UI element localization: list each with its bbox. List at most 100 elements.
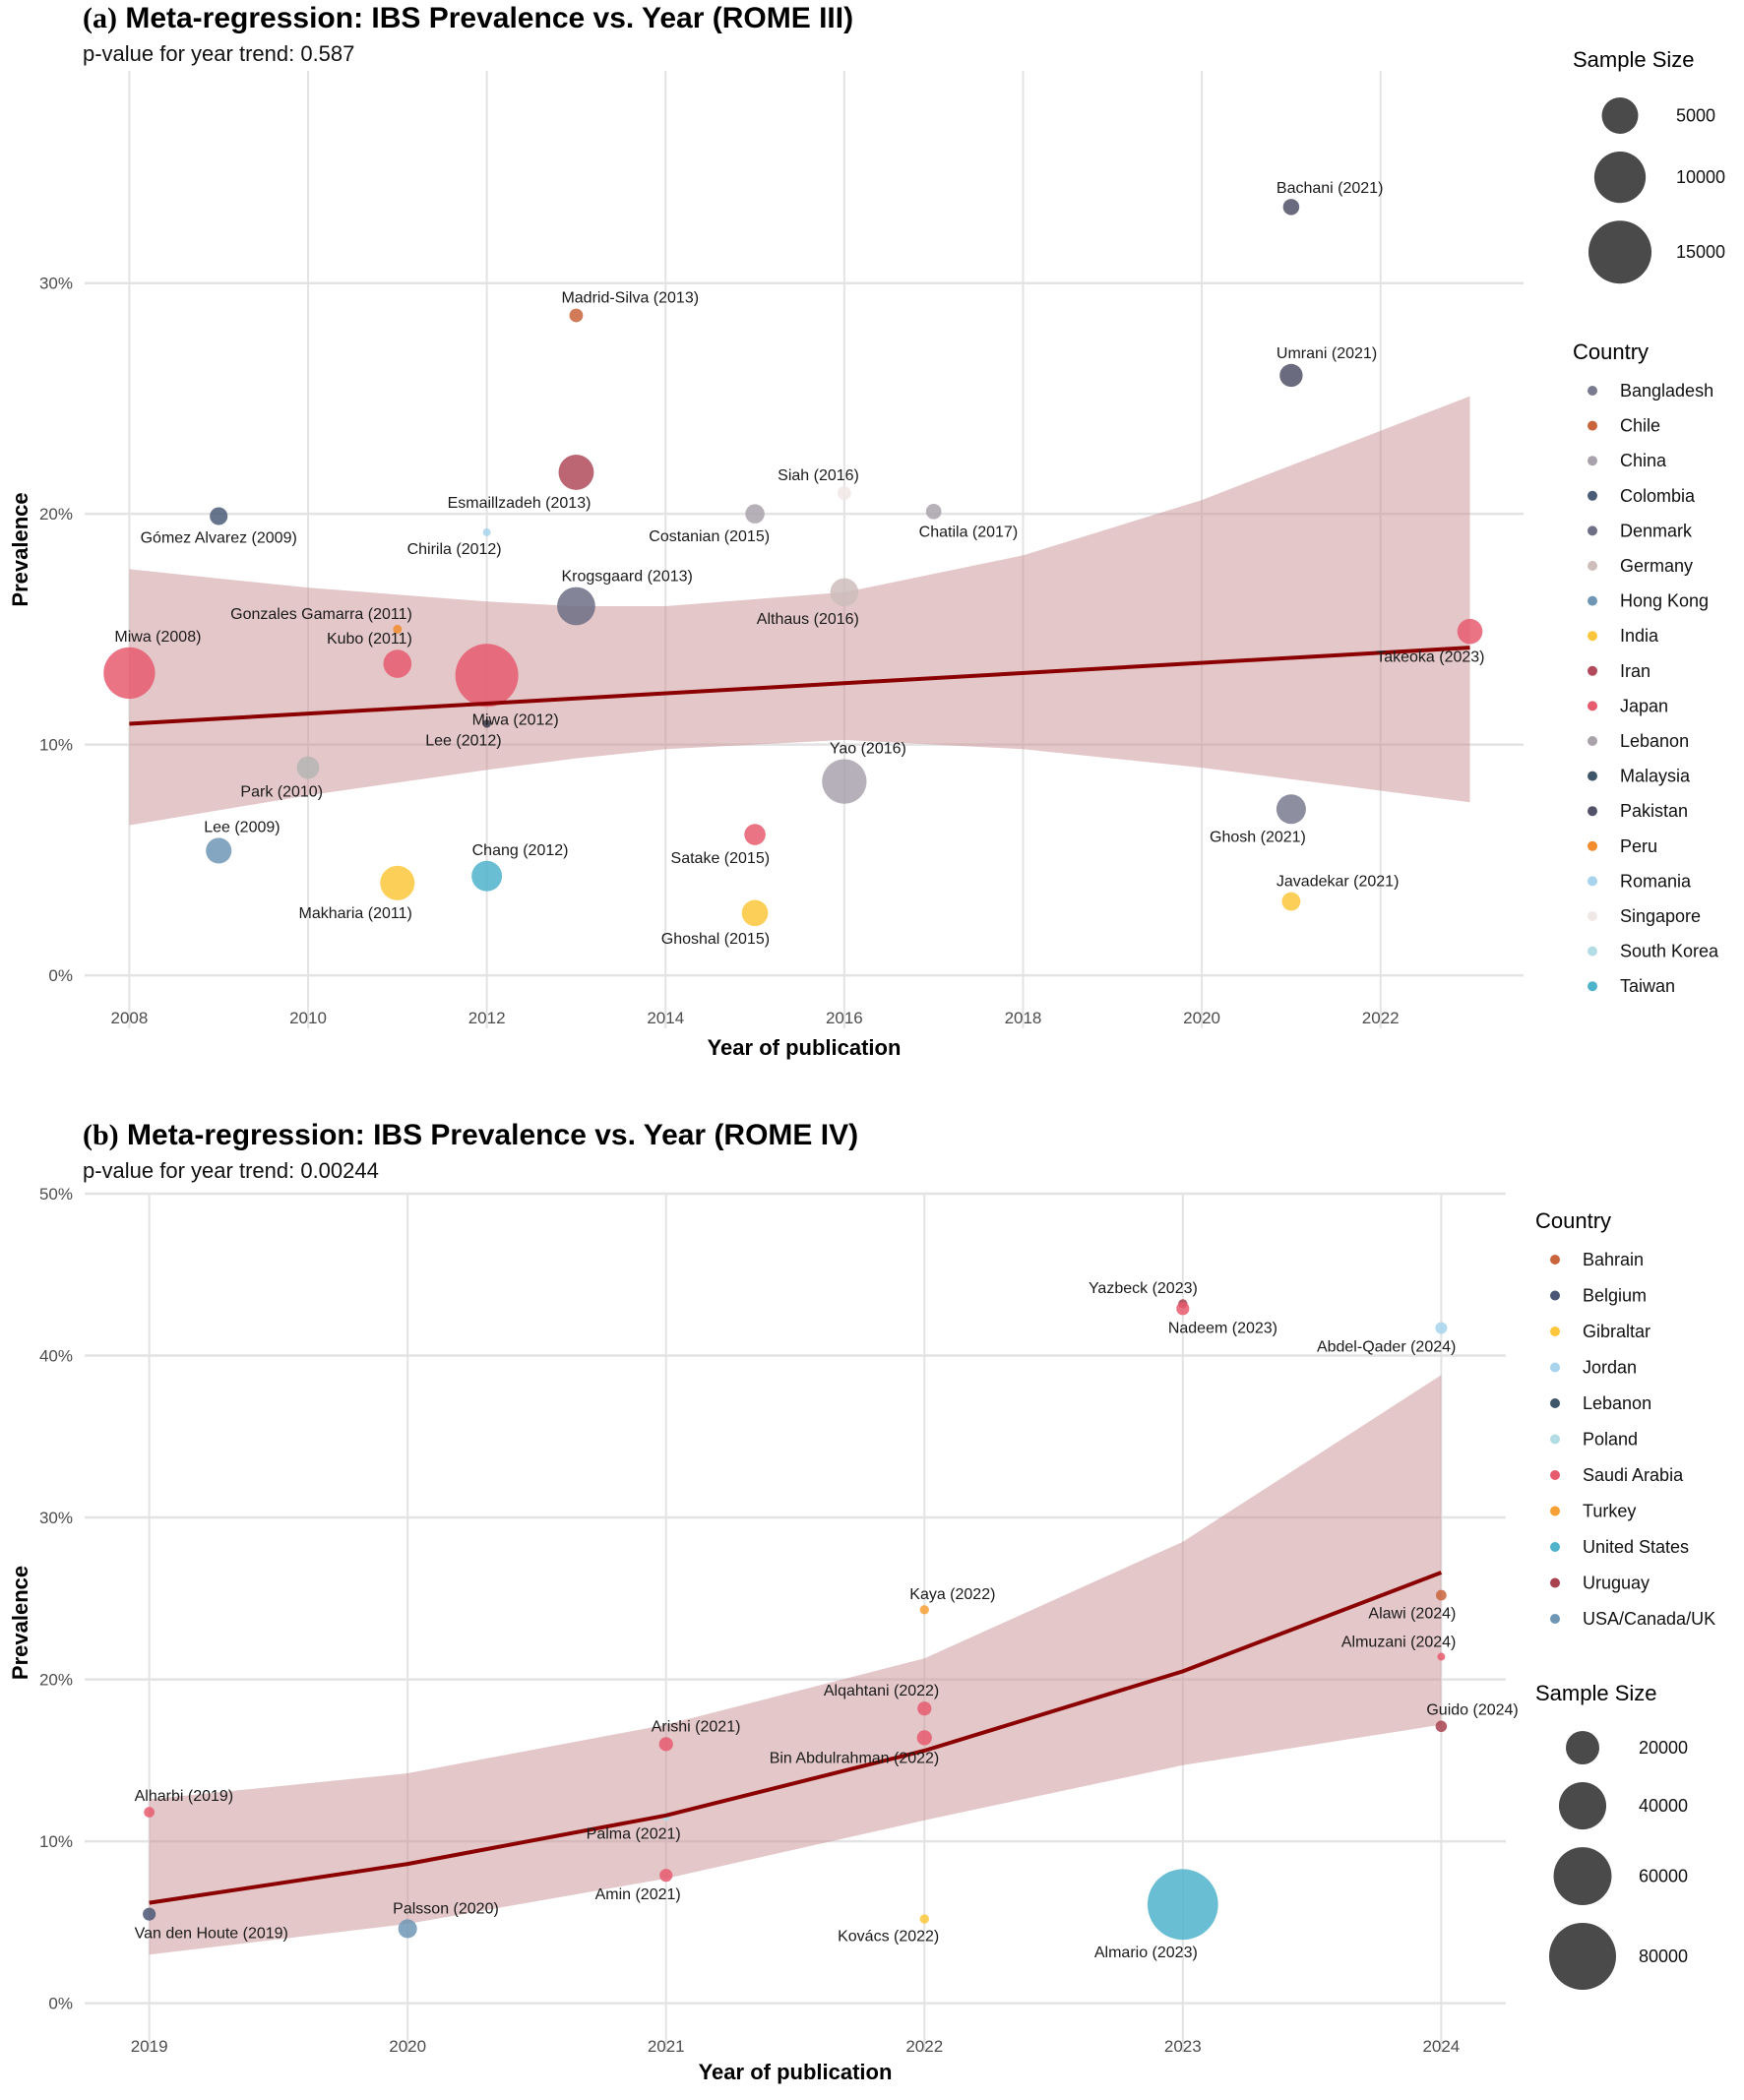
country-legend-label: Lebanon: [1620, 731, 1689, 751]
point-label: Miwa (2012): [472, 711, 559, 728]
point-label: Chirila (2012): [407, 541, 502, 558]
country-legend-label: Peru: [1620, 836, 1657, 856]
country-legend-label: Bahrain: [1583, 1250, 1644, 1269]
country-legend-key: [1588, 736, 1597, 746]
country-legend-label: South Korea: [1620, 942, 1719, 961]
point-label: Esmaillzadeh (2013): [448, 495, 592, 512]
point-label: Kovács (2022): [838, 1929, 939, 1946]
country-legend-label: Jordan: [1583, 1358, 1637, 1378]
point-label: Almario (2023): [1094, 1945, 1198, 1961]
data-point: [916, 1730, 932, 1746]
country-legend-label: India: [1620, 626, 1659, 646]
data-point: [925, 503, 942, 520]
trend-line: [129, 646, 1470, 726]
country-legend-label: Singapore: [1620, 906, 1701, 926]
point-label: Yazbeck (2023): [1089, 1280, 1198, 1297]
point-label: Lee (2012): [425, 733, 501, 750]
data-point: [919, 1605, 929, 1615]
country-legend-key: [1550, 1398, 1560, 1408]
data-point: [398, 1919, 417, 1939]
country-legend-key: [1588, 665, 1597, 676]
country-legend-key: [1588, 595, 1597, 606]
country-legend-key: [1588, 840, 1597, 851]
panel-a-title: (a) Meta-regression: IBS Prevalence vs. …: [83, 2, 853, 35]
panel-b-title-text: Meta-regression: IBS Prevalence vs. Year…: [127, 1119, 859, 1151]
country-legend-label: Denmark: [1620, 521, 1693, 540]
country-legend-key: [1588, 420, 1597, 431]
point-label: Althaus (2016): [757, 611, 859, 628]
country-legend-label: Saudi Arabia: [1583, 1465, 1684, 1485]
confidence-band: [129, 396, 1470, 826]
country-legend-label: Turkey: [1583, 1502, 1636, 1521]
data-point: [144, 1807, 156, 1818]
size-legend-key: [1558, 1782, 1607, 1830]
point-labels: Alharbi (2019) Van den Houte (2019) Palsso…: [135, 1280, 1519, 1961]
country-legend-label: Hong Kong: [1620, 591, 1709, 611]
x-tick-label: 2018: [1005, 1009, 1042, 1027]
country-legend-key: [1588, 561, 1597, 571]
data-point: [744, 824, 766, 845]
country-legend-label: Colombia: [1620, 486, 1696, 506]
point-label: Makharia (2011): [299, 905, 412, 922]
point-label: Gómez Alvarez (2009): [141, 530, 297, 547]
y-tick-label: 40%: [39, 1347, 73, 1366]
size-legend-label: 60000: [1639, 1867, 1688, 1886]
data-point: [658, 1737, 673, 1752]
size-legend-key: [1549, 1922, 1616, 1990]
point-label: Palma (2021): [587, 1825, 681, 1842]
size-legend-label: 5000: [1676, 105, 1715, 125]
country-legend-label: Belgium: [1583, 1286, 1647, 1306]
data-point: [1281, 892, 1301, 911]
y-tick-label: 10%: [39, 736, 73, 755]
country-legend-key: [1588, 946, 1597, 957]
data-point: [393, 624, 403, 634]
point-label: Chang (2012): [472, 842, 569, 859]
point-label: Takeoka (2023): [1376, 649, 1484, 666]
country-legend-label: United States: [1583, 1537, 1689, 1557]
point-label: Miwa (2008): [114, 629, 201, 646]
country-legend-label: Japan: [1620, 696, 1668, 715]
data-point: [1435, 1720, 1448, 1733]
size-legend-label: 15000: [1676, 242, 1725, 262]
point-label: Ghosh (2021): [1210, 829, 1306, 845]
confidence-band: [149, 1375, 1442, 1955]
country-legend-label: Uruguay: [1583, 1574, 1650, 1593]
country-legend-label: Chile: [1620, 416, 1660, 436]
country-legend-label: Bangladesh: [1620, 381, 1713, 401]
point-label: Nadeem (2023): [1168, 1320, 1277, 1336]
country-legend-key: [1588, 876, 1597, 887]
country-legend-label: Germany: [1620, 556, 1693, 576]
country-legend-label: Romania: [1620, 871, 1692, 891]
data-point: [1176, 1302, 1190, 1316]
x-tick-label: 2012: [468, 1009, 506, 1027]
data-point: [210, 507, 228, 525]
point-label: Ghoshal (2015): [661, 931, 770, 948]
point-label: Kubo (2011): [327, 631, 412, 648]
point-label: Bachani (2021): [1277, 180, 1384, 197]
country-legend-label: USA/Canada/UK: [1583, 1609, 1715, 1629]
data-point: [569, 308, 584, 323]
country-legend-title: Country: [1535, 1208, 1611, 1233]
data-point: [917, 1701, 932, 1716]
y-tick-label: 10%: [39, 1832, 73, 1851]
country-legend-label: Lebanon: [1583, 1393, 1651, 1413]
panel-b-tag: (b): [83, 1119, 119, 1151]
size-legend-key: [1566, 1731, 1599, 1764]
data-point: [741, 899, 769, 927]
point-label: Siah (2016): [778, 467, 859, 484]
data-point: [1457, 618, 1483, 645]
size-legend: Sample Size 5000 10000 15000: [1573, 47, 1725, 284]
data-point: [1435, 1589, 1447, 1601]
x-tick-label: 2022: [1362, 1009, 1400, 1027]
y-tick-label: 20%: [39, 1671, 73, 1690]
country-legend-key: [1588, 771, 1597, 781]
data-point: [1276, 794, 1306, 825]
point-label: Chatila (2017): [919, 525, 1019, 541]
point-label: Gonzales Gamarra (2011): [230, 606, 412, 623]
country-legend-key: [1550, 1327, 1560, 1336]
country-legend-key: [1550, 1434, 1560, 1445]
country-legend-label: Malaysia: [1620, 767, 1691, 786]
country-legend-key: [1550, 1290, 1560, 1301]
data-point: [296, 756, 320, 779]
